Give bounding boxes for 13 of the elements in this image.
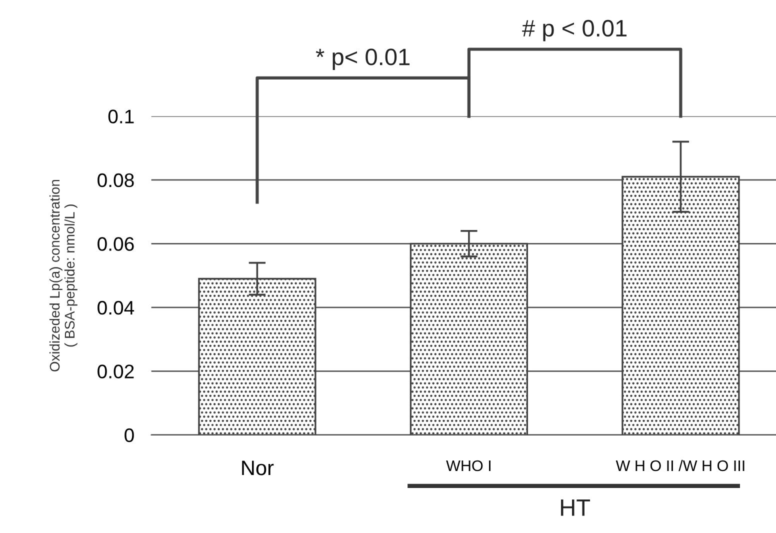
x-tick-label: W H O II /W H O III [616,460,744,472]
text: HT [561,500,590,516]
y-axis-title: Oxidizeded Lp(a) concentration ( BSA-peptide: nmol/L ) [49,180,78,372]
y-tick-label: 0.1 [108,110,134,124]
y-tick-label: 0.04 [98,300,134,315]
text: # p < 0.01 [522,20,627,42]
y-tick-label: 0.06 [98,237,134,251]
text: * p< 0.01 [316,48,410,70]
y-tick-label: 0 [124,428,134,442]
x-tick-label: Nor [242,460,274,476]
x-tick-label: WHO I [446,460,490,472]
y-tick-label: 0.02 [98,364,134,378]
y-tick-label: 0.08 [98,173,134,188]
